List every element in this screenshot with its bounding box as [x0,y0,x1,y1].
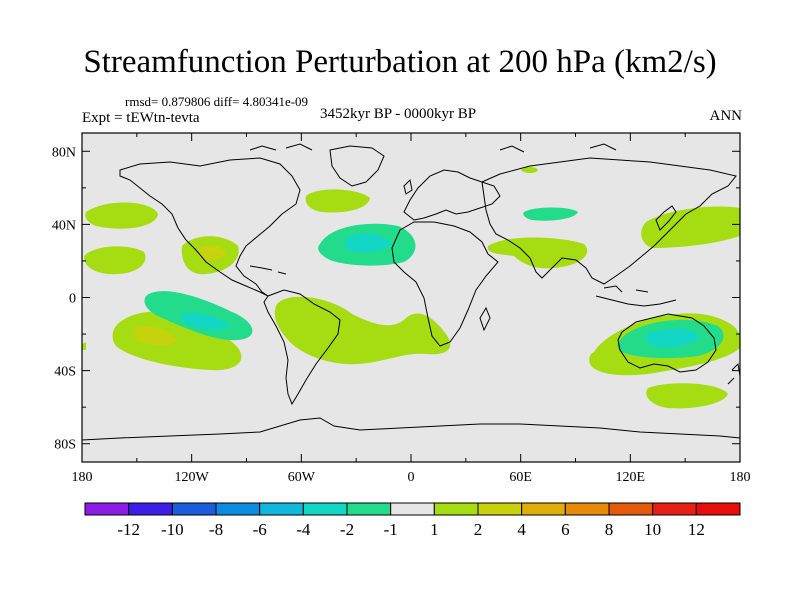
coast-asia [481,157,737,285]
coast-australia [617,313,717,373]
coast-antarctica [82,417,740,441]
colorbar-swatch [564,502,610,516]
anomaly-tropical-pacific-neg-core [180,312,230,330]
colorbar-swatch [433,502,479,516]
colorbar-label: 1 [430,520,439,539]
anomaly-mexico-core [198,245,226,261]
colorbar-label: -2 [340,520,354,539]
anomaly-central-asia [523,207,578,221]
x-tick-label: 120E [616,470,646,485]
y-tick-label: 80S [54,438,76,453]
coast-arctic-islands [249,143,617,153]
y-tick-label: 80N [52,145,76,160]
y-tick-label: 0 [69,292,76,307]
anomaly-npac-east [84,246,146,275]
colorbar-label: -4 [296,520,311,539]
season-label: ANN [709,108,743,124]
colorbar-swatch [695,502,741,516]
coast-south-america [263,289,341,406]
anomaly-nw-pacific [641,206,740,248]
coast-japan [655,205,677,231]
x-tick-label: 180 [730,470,751,485]
anomaly-south-pacific [646,383,728,409]
coastlines [82,143,740,441]
anomaly-npac-west [85,202,158,229]
anomaly-arabia-india [487,237,588,269]
coast-africa [391,221,499,347]
colorbar-label: -6 [253,520,267,539]
coast-uk [403,178,413,195]
period-label: 3452kyr BP - 0000kyr BP [320,106,477,122]
coast-caribbean [249,265,287,275]
coast-new-zealand [727,362,740,385]
rmsd-stats: rmsd= 0.879806 diff= 4.80341e-09 [125,94,309,109]
colorbar-label: -12 [117,520,140,539]
colorbar-swatch [171,502,217,516]
colorbar-swatch [521,502,566,516]
coast-greenland [329,145,385,187]
y-tick-label: 40N [52,218,76,233]
colorbar-label: -8 [209,520,223,539]
x-tick-label: 120W [175,470,210,485]
plot-title: Streamfunction Perturbation at 200 hPa (… [83,44,717,80]
map-axes: 180 120W 60W 0 60E 120E 180 80N 40N 0 40S 80S [52,133,751,485]
colorbar-label: 2 [474,520,483,539]
colorbar-label: -10 [161,520,184,539]
colorbar-swatch [215,502,261,516]
coast-madagascar [479,306,491,332]
colorbar-label: 10 [644,520,661,539]
y-tick-label: 40S [54,365,76,380]
coast-north-america [119,157,301,297]
coast-indonesia [595,285,677,307]
x-tick-label: 60E [509,470,532,485]
colorbar-label: 4 [517,520,526,539]
anomaly-atlantic-neg-core [344,233,392,252]
anomaly-tropical-pacific-core [132,326,178,346]
colorbar-swatch [84,502,130,516]
x-tick-label: 60W [288,470,316,485]
x-tick-label: 180 [72,470,93,485]
anomaly-south-atlantic [274,296,451,365]
anomaly-north-atlantic [305,189,370,213]
anomaly-layer [82,167,740,409]
colorbar-swatch [608,502,654,516]
colorbar-swatch [390,502,435,516]
anomaly-east-pacific-edge [82,342,86,350]
colorbar-swatch [652,502,697,516]
colorbar-label: -1 [384,520,398,539]
anomaly-arctic-russia [521,167,538,173]
colorbar-swatch [259,502,304,516]
colorbar-label: 8 [605,520,614,539]
colorbar-swatch [477,502,523,516]
colorbar-swatch [302,502,348,516]
colorbar-label: 6 [561,520,570,539]
colorbar-swatch [128,502,173,516]
experiment-label: Expt = tEWtn-tevta [82,110,200,126]
colorbar: -12 -10 -8 -6 -4 -2 -1 1 2 4 6 8 10 12 [84,502,741,539]
coast-europe [403,169,501,221]
colorbar-swatch [346,502,392,516]
x-tick-label: 0 [408,470,415,485]
colorbar-label: 12 [688,520,705,539]
anomaly-australia-neg-core [644,328,700,348]
